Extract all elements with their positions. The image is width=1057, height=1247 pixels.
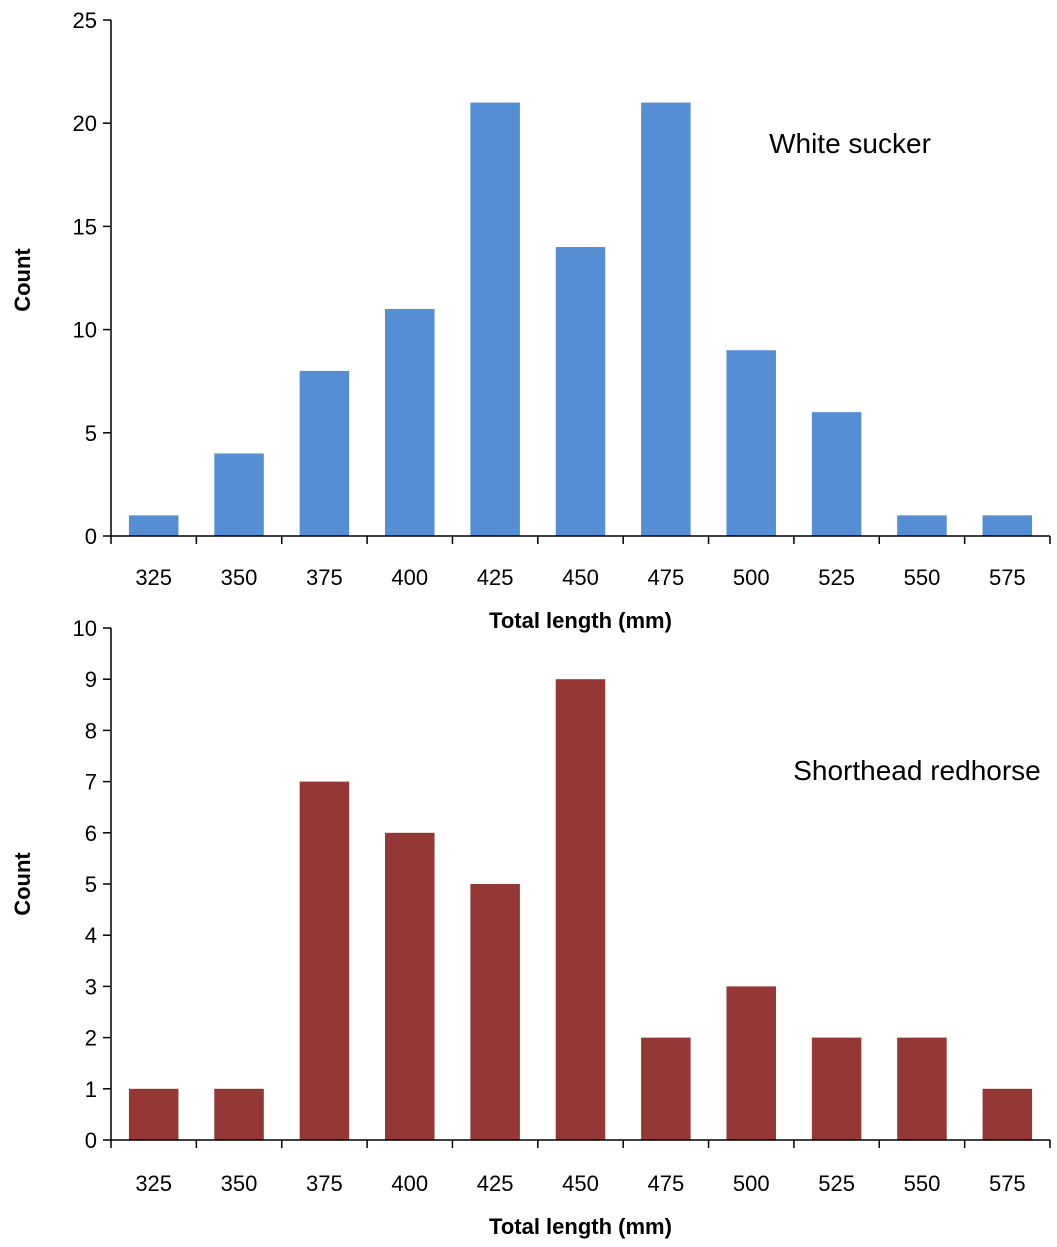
bar-425 [470, 884, 520, 1140]
bar-550 [897, 1037, 947, 1140]
bar-325 [128, 515, 179, 536]
x-tick-label: 325 [135, 565, 172, 590]
x-tick-label: 375 [306, 565, 343, 590]
x-tick-label: 550 [904, 1171, 941, 1196]
y-tick-label: 6 [85, 821, 97, 846]
bar-525 [811, 412, 862, 536]
x-tick-label: 475 [648, 1171, 685, 1196]
y-axis-title: Count [10, 852, 35, 916]
bar-500 [726, 986, 776, 1140]
y-tick-label: 20 [73, 111, 97, 136]
x-tick-label: 550 [904, 565, 941, 590]
x-tick-label: 475 [648, 565, 685, 590]
x-axis-title: Total length (mm) [489, 608, 672, 633]
y-tick-label: 8 [85, 718, 97, 743]
x-tick-label: 500 [733, 1171, 770, 1196]
x-tick-label: 425 [477, 565, 514, 590]
y-tick-label: 10 [73, 616, 97, 641]
y-axis-title: Count [10, 248, 35, 312]
bar-425 [470, 102, 520, 536]
bar-series [128, 679, 1033, 1140]
series-annotation: Shorthead redhorse [793, 755, 1041, 786]
bar-350 [214, 453, 264, 536]
x-tick-label: 325 [135, 1171, 172, 1196]
y-tick-label: 1 [85, 1077, 97, 1102]
bar-450 [555, 679, 606, 1140]
x-tick-label: 400 [391, 1171, 428, 1196]
bar-550 [897, 515, 947, 536]
x-tick-label: 525 [818, 565, 855, 590]
bar-575 [982, 515, 1033, 536]
x-axis-ticks: 325 350 375 400 425 450 475 500 525 550 575 [110, 1140, 1051, 1196]
x-tick-label: 400 [391, 565, 428, 590]
bar-575 [982, 1088, 1033, 1140]
x-tick-label: 575 [989, 565, 1026, 590]
y-tick-label: 7 [85, 770, 97, 795]
x-tick-label: 450 [562, 1171, 599, 1196]
bar-525 [811, 1037, 862, 1140]
bar-400 [385, 308, 435, 536]
x-tick-label: 350 [221, 1171, 258, 1196]
y-tick-label: 25 [73, 8, 97, 33]
bar-series [128, 102, 1033, 537]
y-tick-label: 5 [85, 421, 97, 446]
y-tick-label: 4 [85, 923, 97, 948]
bar-475 [641, 1037, 691, 1140]
bar-500 [726, 350, 776, 536]
x-tick-label: 575 [989, 1171, 1026, 1196]
y-tick-label: 2 [85, 1026, 97, 1051]
x-tick-label: 500 [733, 565, 770, 590]
x-axis-title: Total length (mm) [489, 1214, 672, 1239]
x-tick-label: 525 [818, 1171, 855, 1196]
bar-375 [299, 781, 350, 1140]
x-tick-label: 375 [306, 1171, 343, 1196]
bar-350 [214, 1088, 264, 1140]
x-tick-label: 450 [562, 565, 599, 590]
bar-450 [555, 247, 606, 537]
bar-375 [299, 370, 350, 536]
y-axis-ticks: 0 5 10 15 20 25 [73, 8, 111, 549]
bar-400 [385, 832, 435, 1140]
y-tick-label: 5 [85, 872, 97, 897]
y-tick-label: 0 [85, 1128, 97, 1153]
x-tick-label: 350 [221, 565, 258, 590]
series-annotation: White sucker [769, 128, 931, 159]
y-tick-label: 10 [73, 318, 97, 343]
y-axis-ticks: 0 1 2 3 4 5 6 7 8 9 10 [73, 616, 111, 1153]
y-tick-label: 3 [85, 974, 97, 999]
bar-475 [641, 102, 691, 536]
y-tick-label: 9 [85, 667, 97, 692]
shorthead-redhorse-chart: 0 1 2 3 4 5 6 7 8 9 10 325 350 375 400 425 450 475 500 525… [10, 616, 1051, 1239]
x-tick-label: 425 [477, 1171, 514, 1196]
bar-325 [128, 1088, 179, 1140]
white-sucker-chart: 0 5 10 15 20 25 325 350 375 400 425 450 475 500 525 55… [10, 8, 1051, 633]
x-axis-ticks: 325 350 375 400 425 450 475 500 525 550 575 [110, 536, 1051, 590]
y-tick-label: 15 [73, 214, 97, 239]
y-tick-label: 0 [85, 524, 97, 549]
